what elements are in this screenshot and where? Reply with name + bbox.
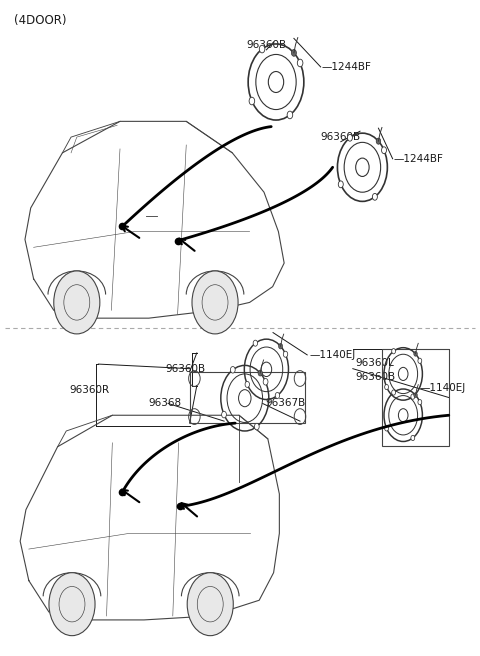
Circle shape bbox=[384, 384, 388, 390]
Circle shape bbox=[249, 97, 255, 105]
Circle shape bbox=[414, 393, 417, 398]
Circle shape bbox=[376, 138, 381, 144]
Circle shape bbox=[263, 379, 268, 385]
Circle shape bbox=[348, 134, 352, 141]
Text: —1140EJ: —1140EJ bbox=[420, 383, 466, 394]
Circle shape bbox=[392, 390, 396, 395]
Circle shape bbox=[275, 392, 280, 398]
Circle shape bbox=[297, 59, 303, 67]
Circle shape bbox=[54, 271, 100, 334]
Circle shape bbox=[338, 181, 343, 188]
Circle shape bbox=[245, 381, 250, 388]
Text: —1140EJ: —1140EJ bbox=[310, 350, 356, 360]
Circle shape bbox=[392, 348, 396, 354]
Text: —1244BF: —1244BF bbox=[394, 154, 444, 164]
Circle shape bbox=[254, 423, 259, 430]
Circle shape bbox=[278, 344, 283, 349]
Circle shape bbox=[411, 436, 415, 441]
Bar bbox=[190, 372, 305, 423]
Text: 96360B: 96360B bbox=[355, 372, 396, 382]
Circle shape bbox=[222, 411, 227, 418]
Circle shape bbox=[418, 400, 422, 405]
Circle shape bbox=[49, 573, 95, 636]
Text: 96367B: 96367B bbox=[265, 398, 305, 409]
Circle shape bbox=[384, 426, 388, 431]
Circle shape bbox=[414, 352, 417, 356]
Circle shape bbox=[291, 49, 297, 56]
Text: 96360B: 96360B bbox=[166, 364, 206, 375]
Circle shape bbox=[283, 351, 288, 358]
Text: 96360R: 96360R bbox=[70, 385, 110, 396]
Text: 96360B: 96360B bbox=[321, 132, 361, 142]
Text: 96368: 96368 bbox=[149, 398, 182, 409]
Text: (4DOOR): (4DOOR) bbox=[14, 14, 67, 28]
Circle shape bbox=[192, 271, 238, 334]
Circle shape bbox=[230, 367, 235, 373]
Circle shape bbox=[253, 340, 258, 346]
Circle shape bbox=[287, 111, 293, 119]
Circle shape bbox=[187, 573, 233, 636]
Text: —1244BF: —1244BF bbox=[322, 62, 372, 72]
Circle shape bbox=[418, 358, 422, 363]
Circle shape bbox=[411, 394, 415, 400]
Text: 96360B: 96360B bbox=[246, 40, 287, 50]
Text: 96360L: 96360L bbox=[355, 358, 394, 369]
Circle shape bbox=[259, 45, 265, 53]
Bar bbox=[382, 349, 449, 446]
Circle shape bbox=[382, 147, 386, 154]
Circle shape bbox=[258, 370, 263, 376]
Circle shape bbox=[372, 194, 377, 200]
